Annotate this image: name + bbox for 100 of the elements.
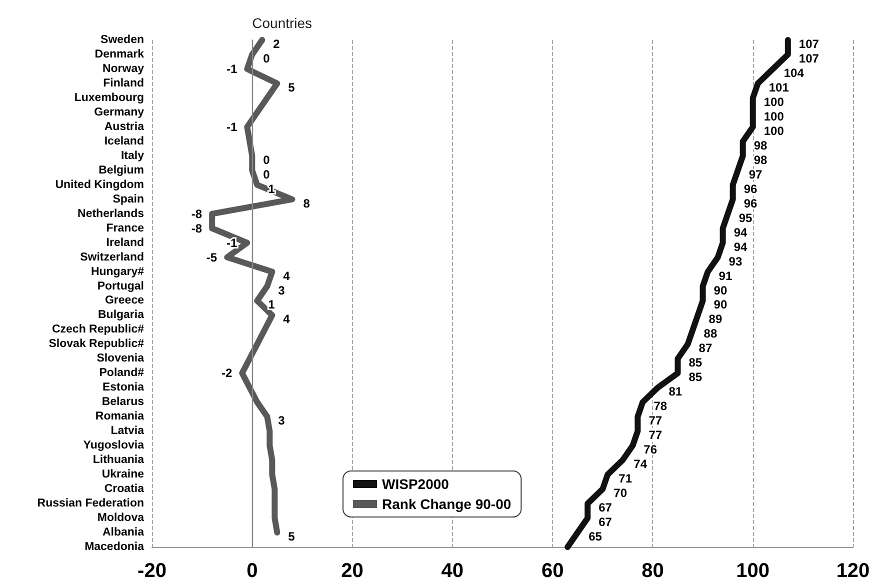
data-label: -1 xyxy=(226,236,238,250)
x-tick-label: 60 xyxy=(541,560,564,582)
data-label: 93 xyxy=(728,254,742,268)
y-tick-label: Iceland xyxy=(104,135,144,148)
y-tick-label: Estonia xyxy=(102,382,145,394)
data-label: 94 xyxy=(734,225,748,240)
x-tick-label: -20 xyxy=(138,560,166,582)
data-label: 91 xyxy=(718,268,732,283)
data-label: 65 xyxy=(588,530,602,544)
y-tick-label: Switzerland xyxy=(80,251,144,264)
y-tick-label: Albania xyxy=(102,526,145,539)
y-tick-label: Moldova xyxy=(97,512,145,524)
y-tick-label: Romania xyxy=(95,410,145,423)
x-tick-label: 20 xyxy=(341,560,364,582)
y-tick-label: United Kingdom xyxy=(55,178,144,191)
data-label: -5 xyxy=(206,250,218,264)
data-label: -8 xyxy=(191,221,202,236)
data-label: 96 xyxy=(744,182,758,196)
data-label: 67 xyxy=(598,500,612,515)
data-label: 107 xyxy=(798,51,820,66)
y-tick-label: Denmark xyxy=(94,48,145,60)
data-label: 90 xyxy=(714,283,728,298)
y-tick-label: Greece xyxy=(104,294,144,307)
data-label: 81 xyxy=(668,384,682,399)
data-label: 89 xyxy=(708,312,722,326)
y-tick-label: Norway xyxy=(102,62,145,75)
data-label: 8 xyxy=(303,196,310,210)
data-label: 67 xyxy=(598,515,612,530)
y-tick-label: Austria xyxy=(104,120,145,133)
data-label: 74 xyxy=(634,457,648,472)
data-label: 78 xyxy=(654,399,668,414)
y-tick-label: Croatia xyxy=(104,483,145,496)
y-tick-label: Luxembourg xyxy=(74,92,144,104)
data-label: 4 xyxy=(283,312,290,326)
data-label: 100 xyxy=(764,124,784,138)
y-tick-label: Slovak Republic# xyxy=(48,338,145,350)
data-label: 3 xyxy=(278,283,286,298)
data-label: 98 xyxy=(754,138,768,152)
y-tick-label: Finland xyxy=(103,77,144,90)
data-label: 98 xyxy=(754,152,768,167)
y-tick-label: Lithuania xyxy=(92,454,145,466)
legend-label: WISP2000 xyxy=(382,476,450,492)
x-tick-label: 120 xyxy=(836,560,870,582)
y-tick-label: Sweden xyxy=(100,34,144,46)
data-label: 101 xyxy=(768,80,790,94)
y-tick-label: Poland# xyxy=(99,367,145,380)
x-tick-label: 80 xyxy=(642,560,664,582)
data-label: 85 xyxy=(688,370,702,384)
data-label: 100 xyxy=(764,109,784,124)
data-label: -8 xyxy=(191,206,202,221)
data-label: 3 xyxy=(278,414,286,428)
data-label: 100 xyxy=(764,94,784,109)
data-label: 77 xyxy=(648,414,662,428)
x-tick-label: 0 xyxy=(246,560,258,582)
data-label: 70 xyxy=(614,486,628,500)
data-label: 97 xyxy=(748,167,763,182)
y-tick-label: Russian Federation xyxy=(37,498,144,510)
data-label: 5 xyxy=(288,80,296,94)
data-label: 85 xyxy=(688,356,702,370)
data-label: 0 xyxy=(263,51,270,66)
y-tick-label: Germany xyxy=(94,106,145,118)
y-tick-label: Yugoslovia xyxy=(83,440,145,452)
data-label: -2 xyxy=(221,366,232,380)
x-tick-label: 100 xyxy=(736,560,770,582)
y-tick-label: Spain xyxy=(112,193,144,206)
data-label: -1 xyxy=(226,62,238,76)
data-label: 90 xyxy=(714,298,728,312)
y-tick-label: Italy xyxy=(120,150,145,162)
data-label: 104 xyxy=(784,66,804,80)
data-label: 4 xyxy=(283,268,290,283)
y-tick-label: Belarus xyxy=(102,396,144,408)
y-tick-label: Portugal xyxy=(97,280,144,292)
data-label: 96 xyxy=(744,196,758,210)
y-axis-title: Countries xyxy=(252,15,312,31)
x-tick-label: 40 xyxy=(441,560,464,582)
y-tick-label: Hungary# xyxy=(90,266,145,278)
legend-label: Rank Change 90-00 xyxy=(382,496,512,512)
data-label: 1 xyxy=(268,298,276,312)
y-tick-label: Belgium xyxy=(98,164,144,176)
data-label: 0 xyxy=(263,167,270,182)
data-label: 94 xyxy=(734,240,748,254)
y-tick-label: Ukraine xyxy=(102,468,144,481)
data-label: 87 xyxy=(698,341,712,356)
y-tick-label: Macedonia xyxy=(84,541,145,553)
data-label: 76 xyxy=(644,442,658,457)
y-tick-label: Ireland xyxy=(106,236,144,249)
data-label: 95 xyxy=(738,210,752,225)
data-label: 71 xyxy=(618,472,632,486)
data-label: 107 xyxy=(798,37,820,51)
data-label: 5 xyxy=(288,530,296,544)
y-tick-label: France xyxy=(106,222,144,234)
data-label: 77 xyxy=(648,428,662,442)
y-tick-label: Slovenia xyxy=(96,352,145,365)
data-label: 88 xyxy=(704,326,718,341)
y-tick-label: Latvia xyxy=(110,425,145,438)
data-label: -1 xyxy=(226,120,238,134)
y-tick-label: Bulgaria xyxy=(98,309,145,322)
data-label: 2 xyxy=(273,37,280,51)
y-tick-label: Czech Republic# xyxy=(52,324,145,336)
y-tick-label: Netherlands xyxy=(78,208,144,220)
